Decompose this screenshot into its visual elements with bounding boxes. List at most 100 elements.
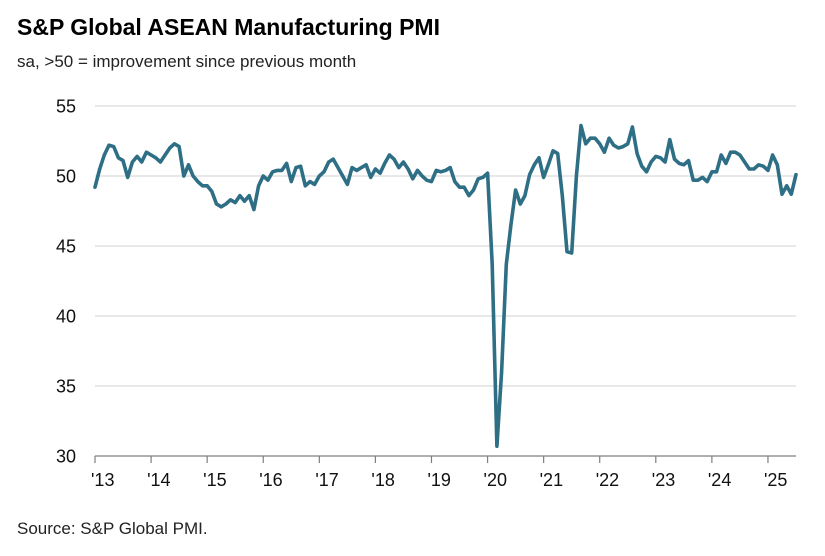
- data-point: [196, 180, 199, 183]
- y-tick-label: 30: [56, 447, 76, 467]
- data-point: [640, 165, 643, 168]
- data-point: [678, 162, 681, 165]
- data-point: [762, 165, 765, 168]
- data-point: [692, 179, 695, 182]
- x-tick-label: '17: [315, 470, 338, 490]
- data-point: [514, 188, 517, 192]
- data-point: [210, 190, 213, 193]
- data-point: [397, 166, 400, 169]
- data-point: [696, 179, 700, 182]
- data-point: [406, 167, 410, 171]
- data-point: [458, 186, 461, 189]
- data-point: [336, 166, 340, 169]
- data-point: [163, 153, 167, 157]
- x-tick-label: '13: [91, 470, 114, 490]
- data-point: [528, 173, 531, 176]
- data-point: [98, 167, 101, 171]
- y-tick-label: 40: [56, 307, 76, 327]
- data-point: [416, 169, 419, 172]
- data-point: [168, 146, 171, 150]
- data-point: [364, 163, 368, 166]
- data-point: [547, 163, 550, 166]
- data-point: [112, 145, 115, 148]
- data-point: [131, 160, 134, 164]
- data-point: [145, 151, 148, 154]
- source-note: Source: S&P Global PMI.: [17, 519, 208, 538]
- data-point: [220, 205, 223, 208]
- data-point: [107, 144, 111, 147]
- data-point: [388, 153, 391, 157]
- data-point: [565, 250, 569, 253]
- data-point: [252, 208, 256, 211]
- data-point: [673, 158, 676, 161]
- data-point: [687, 159, 690, 162]
- data-point: [748, 167, 751, 171]
- data-point: [350, 166, 354, 169]
- data-point: [280, 169, 284, 172]
- data-point: [435, 169, 438, 172]
- data-point: [140, 160, 143, 164]
- data-point: [117, 156, 120, 159]
- x-tick-label: '14: [147, 470, 170, 490]
- chart-title: S&P Global ASEAN Manufacturing PMI: [17, 14, 440, 40]
- data-point: [607, 137, 611, 140]
- x-tick-label: '23: [652, 470, 675, 490]
- data-point: [593, 137, 597, 140]
- data-point: [519, 202, 522, 206]
- data-point: [402, 160, 405, 164]
- x-axis: '13 '14 '15 '16 '17 '18 '19 '20 '21 '22 '23 '24 '25: [91, 455, 796, 490]
- data-point: [243, 200, 246, 203]
- data-point: [509, 223, 513, 227]
- x-tick-label: '20: [484, 470, 507, 490]
- data-point: [706, 180, 709, 183]
- data-point: [346, 183, 349, 186]
- data-point: [103, 153, 106, 157]
- data-point: [481, 176, 485, 179]
- data-point: [682, 163, 685, 166]
- data-point: [621, 145, 625, 148]
- data-point: [570, 251, 573, 255]
- data-point: [341, 174, 344, 178]
- x-tick-label: '18: [371, 470, 394, 490]
- y-axis: 30 35 40 45 50 55: [56, 97, 76, 467]
- data-point: [598, 142, 601, 145]
- data-point: [477, 177, 480, 180]
- data-point: [173, 142, 176, 145]
- data-point: [785, 184, 788, 187]
- data-point: [93, 186, 97, 189]
- data-point: [505, 263, 508, 266]
- data-point: [710, 170, 714, 173]
- data-point: [187, 163, 190, 166]
- data-point: [603, 151, 606, 154]
- data-point: [430, 180, 433, 183]
- data-point: [776, 163, 779, 166]
- data-point: [654, 155, 657, 158]
- data-point: [533, 163, 536, 166]
- data-point: [467, 194, 471, 197]
- data-point: [439, 170, 442, 173]
- data-point: [266, 179, 270, 182]
- data-point: [472, 188, 475, 192]
- data-point: [126, 176, 129, 179]
- data-point: [537, 156, 541, 159]
- data-point: [453, 180, 456, 183]
- data-point: [121, 159, 125, 162]
- data-point: [201, 184, 204, 187]
- x-tick-label: '15: [203, 470, 226, 490]
- data-point: [327, 160, 330, 164]
- data-point: [579, 124, 583, 127]
- data-point: [262, 174, 265, 178]
- data-point: [318, 174, 321, 178]
- data-point: [794, 173, 798, 176]
- data-point: [701, 176, 704, 179]
- data-point: [149, 153, 153, 157]
- y-tick-label: 35: [56, 377, 76, 397]
- data-point: [663, 160, 667, 164]
- y-tick-label: 50: [56, 167, 76, 187]
- data-point: [790, 193, 793, 196]
- data-point: [612, 144, 615, 147]
- data-point: [766, 169, 770, 172]
- data-point: [449, 166, 452, 169]
- data-point: [182, 174, 185, 178]
